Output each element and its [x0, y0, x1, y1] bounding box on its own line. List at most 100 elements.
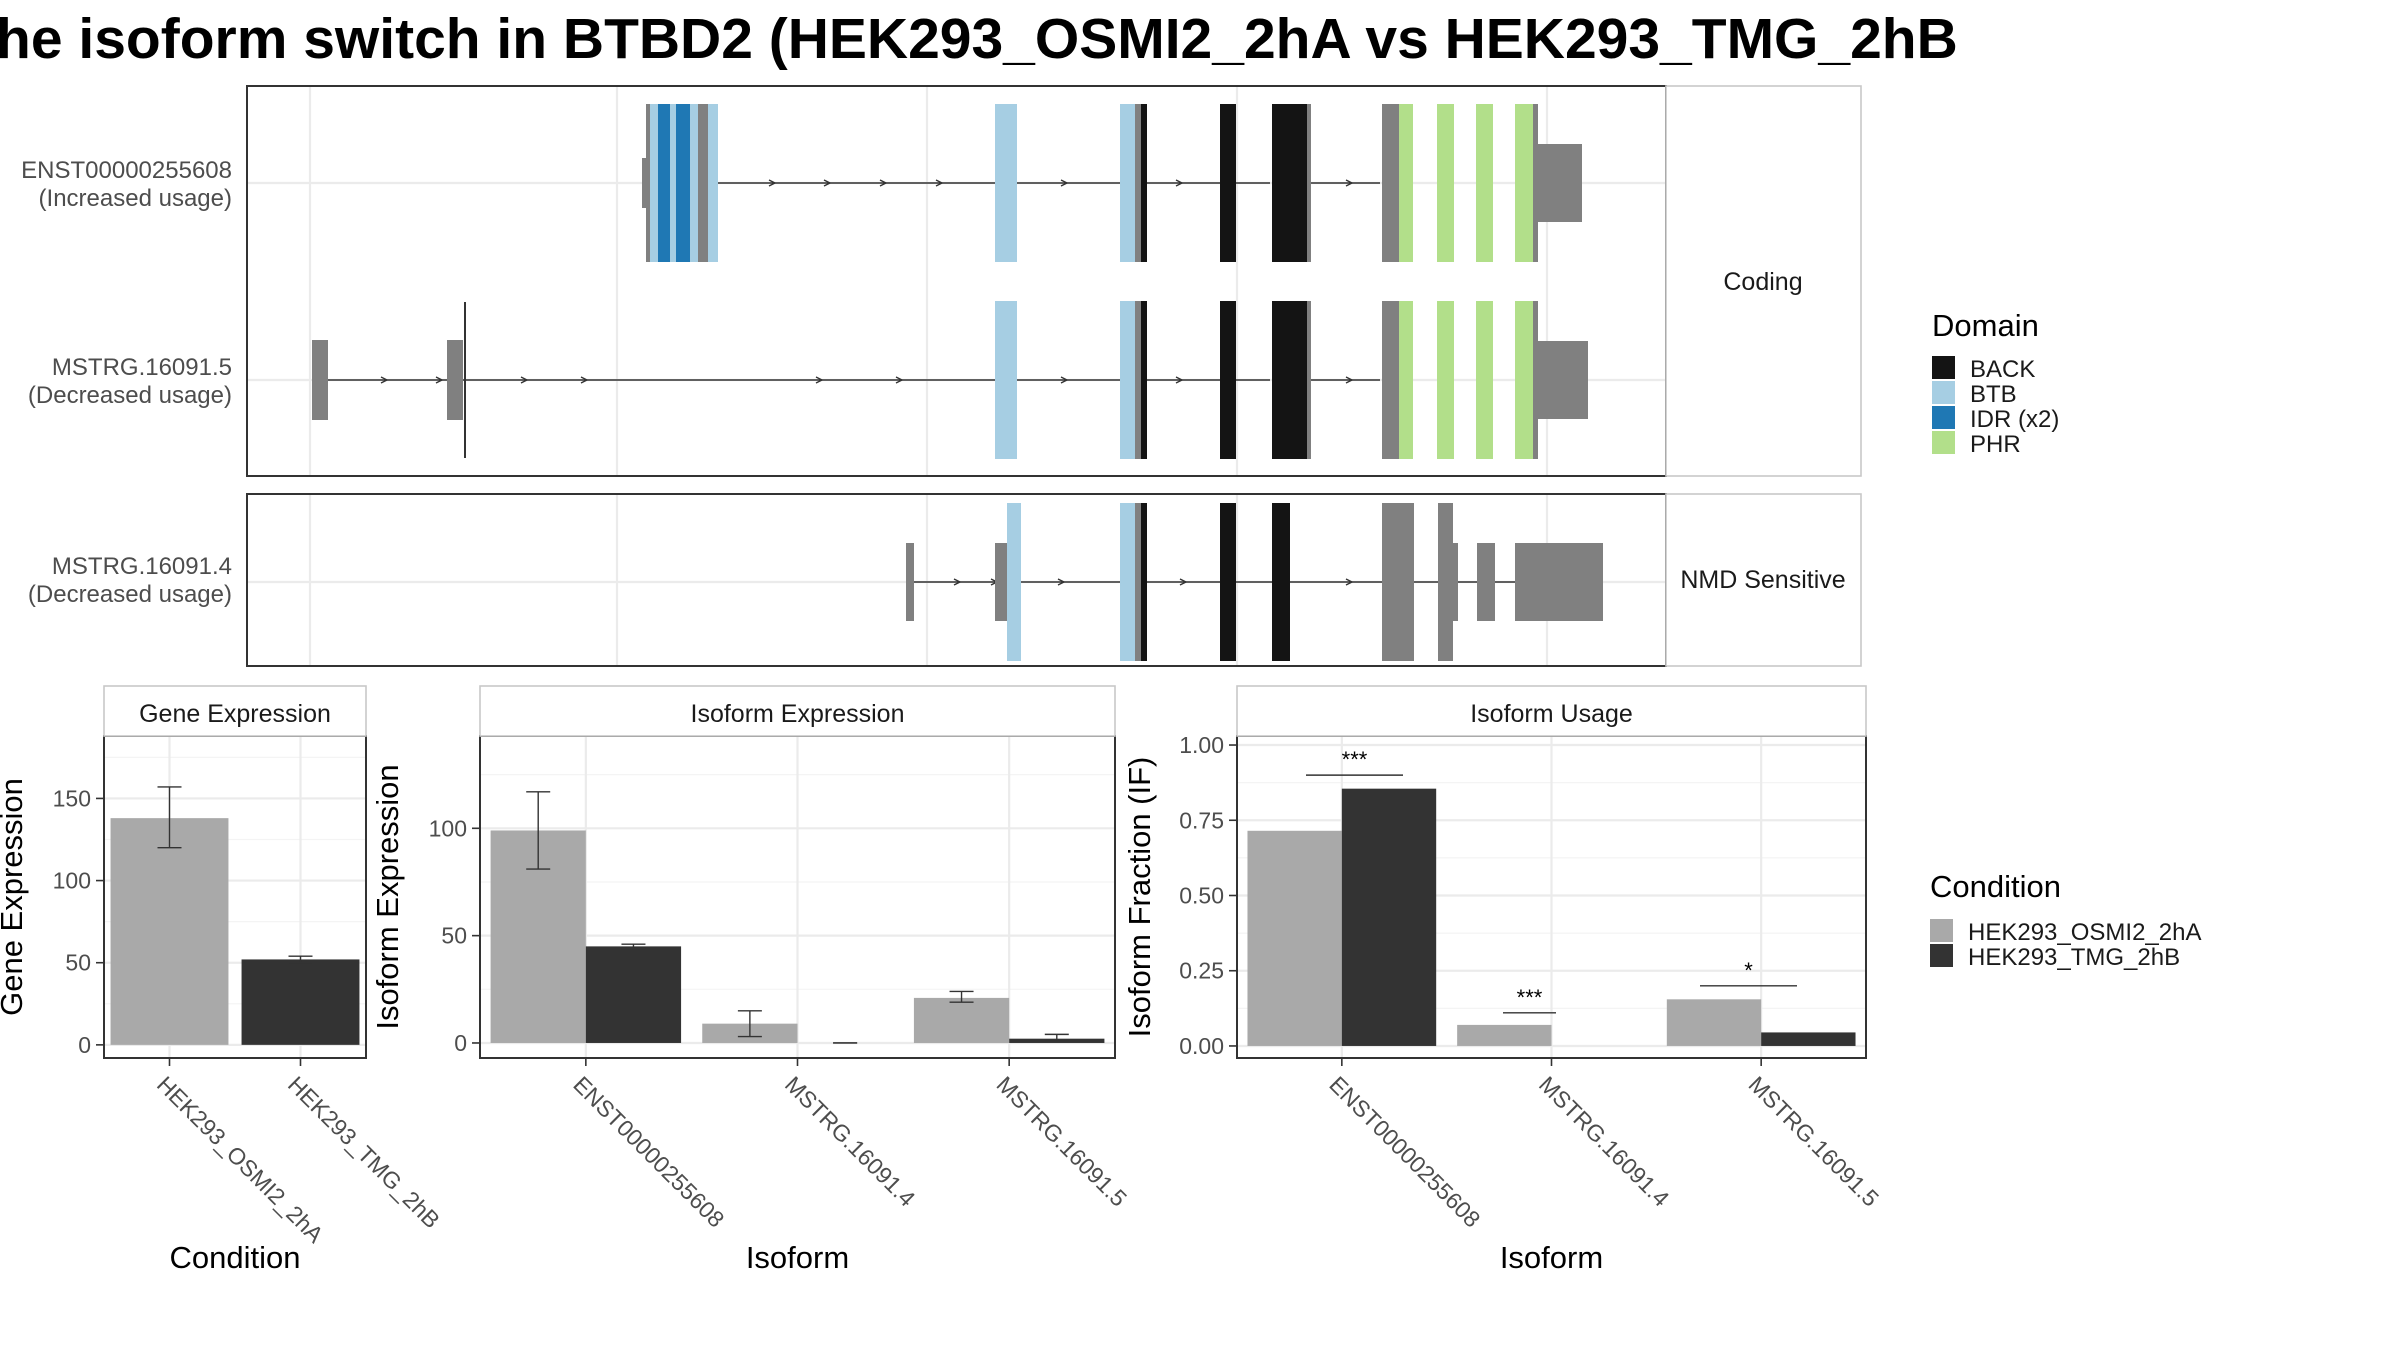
exon-block	[676, 104, 690, 262]
intron-arrow	[1175, 179, 1184, 187]
legend-label-idr: IDR (x2)	[1970, 406, 2059, 433]
y-tick-label: 100	[53, 868, 91, 894]
exon-block	[906, 543, 914, 621]
exon-block	[1141, 301, 1147, 459]
intron-arrow	[1060, 376, 1069, 384]
intron-arrow	[1345, 179, 1354, 187]
exon-block	[995, 301, 1017, 459]
intron-arrow	[823, 179, 832, 187]
legend-key-btb	[1932, 381, 1955, 404]
intron-arrow	[815, 376, 824, 384]
y-tick-label: 0.75	[1179, 807, 1224, 833]
exon-block	[1120, 104, 1135, 262]
bar-panel-isoform-expression: Isoform Expression 0 50 100 ENST00000255608 M…	[370, 685, 1132, 1275]
exon-block	[1533, 301, 1538, 459]
x-tick-label: ENST00000255608	[568, 1071, 729, 1232]
bar	[585, 946, 682, 1043]
bar	[110, 818, 229, 1045]
exon-block	[1477, 543, 1495, 621]
legend-key-phr	[1932, 431, 1955, 454]
intron-arrow	[520, 376, 529, 384]
bar	[1457, 1024, 1552, 1046]
exon-block	[1476, 301, 1493, 459]
x-tick-label: MSTRG.16091.5	[1744, 1071, 1884, 1211]
strip	[1236, 685, 1867, 737]
bar	[1761, 1032, 1856, 1046]
legend-label-tmg: HEK293_TMG_2hB	[1968, 944, 2180, 971]
intron-arrow	[1060, 179, 1069, 187]
exon-block	[1533, 104, 1538, 262]
strip	[103, 685, 367, 737]
y-axis-title: Isoform Expression	[370, 764, 405, 1029]
transcript-id-label: ENST00000255608	[21, 157, 232, 184]
legend-label-btb: BTB	[1970, 381, 2017, 408]
domain-legend: Domain BACK BTB IDR (x2) PHR	[1932, 308, 2059, 458]
x-axis-title: Isoform	[1500, 1240, 1603, 1275]
y-axis-title: Isoform Fraction (IF)	[1122, 757, 1157, 1038]
legend-key-idr	[1932, 406, 1955, 429]
strip-label: Isoform Usage	[1470, 700, 1633, 728]
exon-block	[1438, 503, 1453, 661]
intron-arrow	[1057, 578, 1066, 586]
exon-block	[995, 543, 1007, 621]
exon-block	[1382, 503, 1414, 661]
domain-legend-title: Domain	[1932, 308, 2039, 343]
exon-block	[1515, 543, 1603, 621]
exon-block	[1437, 301, 1454, 459]
intron-arrow	[935, 179, 944, 187]
bar-panel-isoform-usage: *******Isoform Usage0.000.250.500.751.00…	[1122, 685, 1884, 1275]
exon-block	[1307, 104, 1311, 262]
significance-label: *	[1744, 958, 1753, 983]
intron-arrow	[1179, 578, 1188, 586]
bar	[1341, 788, 1437, 1046]
significance-label: ***	[1517, 985, 1543, 1010]
exon-block	[1120, 503, 1135, 661]
condition-legend-title: Condition	[1930, 869, 2061, 904]
exon-block	[1135, 104, 1141, 262]
exon-block	[658, 104, 670, 262]
strip-label: Gene Expression	[139, 700, 331, 728]
exon-block	[698, 104, 708, 262]
y-tick-label: 1.00	[1179, 732, 1224, 758]
plot-title: he isoform switch in BTBD2 (HEK293_OSMI2…	[0, 7, 1958, 71]
bar-chart-panels: Gene Expression050100150HEK293_OSMI2_2hA…	[0, 685, 1884, 1275]
intron-arrow	[953, 578, 962, 586]
exon-block	[1382, 104, 1399, 262]
transcript-usage-label: (Increased usage)	[39, 185, 232, 212]
y-tick-label: 0.00	[1179, 1033, 1224, 1059]
bar	[1247, 830, 1342, 1046]
exon-block	[447, 340, 463, 420]
y-tick-label: 0.50	[1179, 882, 1224, 908]
exon-block	[1272, 301, 1307, 459]
y-tick-label: 0.25	[1179, 958, 1224, 984]
exon-block	[1538, 144, 1582, 222]
condition-legend: Condition HEK293_OSMI2_2hA HEK293_TMG_2h…	[1930, 869, 2201, 971]
strip	[479, 685, 1116, 737]
x-tick-label: ENST00000255608	[1324, 1071, 1485, 1232]
exon-block	[1141, 503, 1147, 661]
transcript-id-label: MSTRG.16091.4	[52, 553, 232, 580]
exon-block	[1476, 104, 1493, 262]
exon-block	[1141, 104, 1147, 262]
x-axis-title: Isoform	[746, 1240, 849, 1275]
legend-key-osmi2	[1930, 919, 1953, 942]
strip-label: Isoform Expression	[691, 700, 905, 728]
exon-block	[1135, 503, 1141, 661]
exon-block	[708, 104, 718, 262]
exon-block	[1272, 503, 1290, 661]
y-tick-label: 0	[78, 1032, 91, 1058]
x-tick-label: MSTRG.16091.4	[780, 1071, 921, 1212]
intron-arrow	[768, 179, 777, 187]
transcript-usage-label: (Decreased usage)	[28, 382, 232, 409]
x-tick-label: MSTRG.16091.5	[992, 1071, 1132, 1211]
exon-block	[1399, 301, 1413, 459]
legend-label-back: BACK	[1970, 356, 2035, 383]
strip-label-nmd-sensitive: NMD Sensitive	[1680, 566, 1845, 594]
exon-block	[1220, 301, 1236, 459]
exon-block	[1538, 341, 1588, 419]
bar	[241, 959, 360, 1045]
exon-block	[312, 340, 328, 420]
exon-block	[1007, 503, 1021, 661]
transcript-structure-ENST00000255608	[642, 104, 1582, 262]
exon-block	[1120, 301, 1135, 459]
